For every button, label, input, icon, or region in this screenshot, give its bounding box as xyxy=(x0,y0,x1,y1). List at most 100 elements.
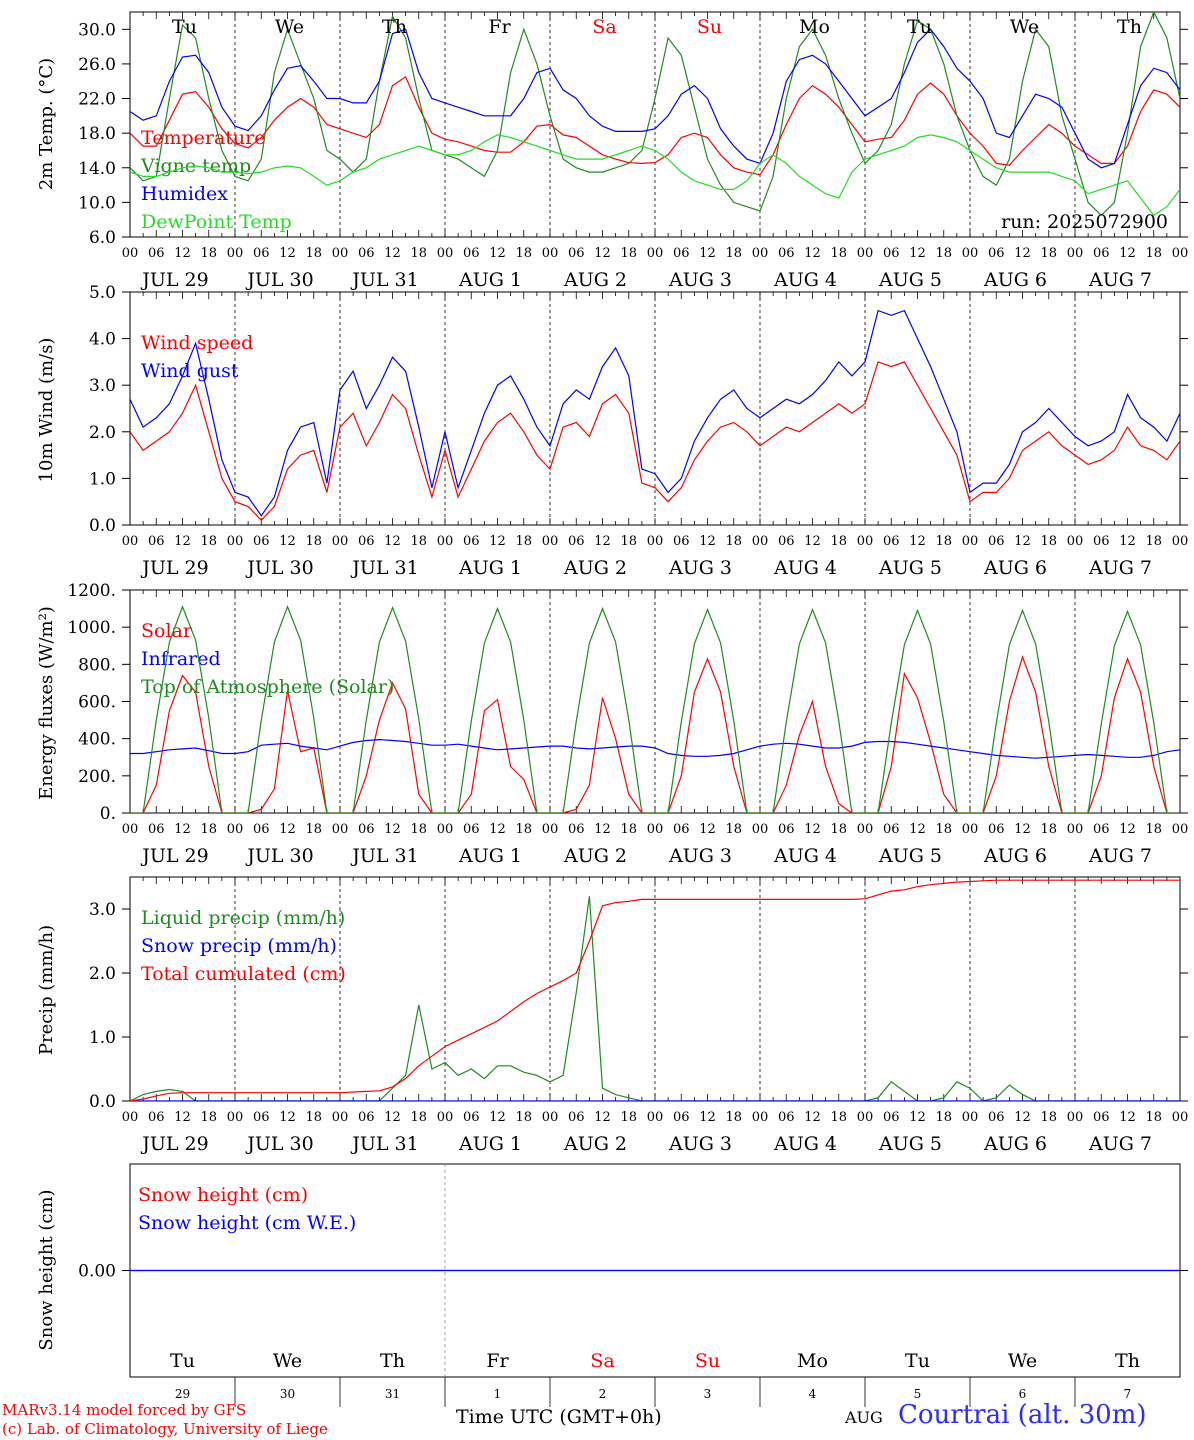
x-tick-label: 00 xyxy=(122,534,139,549)
x-tick-label: 18 xyxy=(200,246,217,261)
x-tick-label: 18 xyxy=(935,534,952,549)
date-label: AUG 5 xyxy=(878,557,942,579)
x-tick-label: 12 xyxy=(384,246,401,261)
x-tick-label: 18 xyxy=(935,822,952,837)
x-tick-label: 06 xyxy=(253,246,270,261)
x-tick-label: 06 xyxy=(1093,1110,1110,1125)
x-tick-label: 12 xyxy=(384,822,401,837)
x-tick-label: 00 xyxy=(1172,534,1189,549)
x-tick-label: 06 xyxy=(568,246,585,261)
y-tick-label: 0. xyxy=(100,804,116,824)
y-tick-label: 400. xyxy=(78,730,116,750)
legend-entry: Infrared xyxy=(141,648,221,670)
x-tick-label: 18 xyxy=(1040,534,1057,549)
x-tick-label: 00 xyxy=(1067,1110,1084,1125)
y-tick-label: 0.0 xyxy=(89,1092,116,1112)
x-tick-label: 12 xyxy=(489,246,506,261)
day-number: 7 xyxy=(1124,1387,1132,1401)
x-tick-label: 12 xyxy=(909,1110,926,1125)
x-tick-label: 06 xyxy=(778,822,795,837)
series-line-vigne-temp xyxy=(130,12,1180,217)
x-tick-label: 18 xyxy=(1145,534,1162,549)
date-label: JUL 30 xyxy=(245,269,313,291)
day-letter: Th xyxy=(382,16,407,38)
x-tick-label: 00 xyxy=(647,534,664,549)
x-tick-label: 12 xyxy=(594,534,611,549)
date-label: AUG 4 xyxy=(773,845,837,867)
y-tick-label: 26.0 xyxy=(78,55,116,75)
x-tick-label: 12 xyxy=(699,246,716,261)
x-tick-label: 18 xyxy=(1145,822,1162,837)
legend-entry: Snow height (cm W.E.) xyxy=(138,1212,356,1234)
y-tick-label: 10.0 xyxy=(78,193,116,213)
date-label: JUL 31 xyxy=(350,269,418,291)
x-tick-label: 00 xyxy=(542,246,559,261)
x-tick-label: 18 xyxy=(725,822,742,837)
y-tick-label: 3.0 xyxy=(89,376,116,396)
x-tick-label: 00 xyxy=(227,246,244,261)
series-line-solar xyxy=(130,654,1180,813)
x-tick-label: 00 xyxy=(647,1110,664,1125)
day-letter: Tu xyxy=(907,16,932,38)
day-letter: Mo xyxy=(799,16,830,38)
x-tick-label: 12 xyxy=(909,534,926,549)
date-label: AUG 2 xyxy=(563,1133,627,1155)
date-label: JUL 30 xyxy=(245,557,313,579)
x-tick-label: 12 xyxy=(489,822,506,837)
legend-entry: Wind speed xyxy=(141,332,253,354)
x-tick-label: 18 xyxy=(305,246,322,261)
x-tick-label: 00 xyxy=(332,822,349,837)
x-tick-label: 18 xyxy=(935,246,952,261)
x-tick-label: 06 xyxy=(148,534,165,549)
x-tick-label: 12 xyxy=(804,534,821,549)
x-tick-label: 00 xyxy=(227,822,244,837)
x-tick-label: 00 xyxy=(647,246,664,261)
x-tick-label: 00 xyxy=(542,1110,559,1125)
legend-entry: Snow height (cm) xyxy=(138,1184,308,1206)
x-tick-label: 12 xyxy=(804,1110,821,1125)
x-tick-label: 06 xyxy=(568,534,585,549)
x-tick-label: 18 xyxy=(620,1110,637,1125)
x-tick-label: 12 xyxy=(1014,246,1031,261)
y-tick-label: 6.0 xyxy=(89,228,116,248)
x-tick-label: 06 xyxy=(673,534,690,549)
x-tick-label: 06 xyxy=(568,1110,585,1125)
y-tick-label: 2.0 xyxy=(89,423,116,443)
x-tick-label: 18 xyxy=(410,822,427,837)
day-letter: Th xyxy=(1115,1350,1140,1372)
x-tick-label: 00 xyxy=(332,534,349,549)
day-number: 2 xyxy=(599,1387,607,1401)
day-number: 5 xyxy=(914,1387,922,1401)
y-tick-label: 600. xyxy=(78,693,116,713)
x-tick-label: 00 xyxy=(1172,246,1189,261)
date-label: JUL 29 xyxy=(140,269,208,291)
day-letter: Su xyxy=(695,1350,720,1372)
date-label: JUL 30 xyxy=(245,1133,313,1155)
x-tick-label: 18 xyxy=(830,534,847,549)
day-number: 6 xyxy=(1019,1387,1027,1401)
day-number: 3 xyxy=(704,1387,712,1401)
x-tick-label: 00 xyxy=(857,246,874,261)
day-letter: Th xyxy=(1117,16,1142,38)
x-tick-label: 18 xyxy=(515,246,532,261)
y-tick-label: 1.0 xyxy=(89,1028,116,1048)
x-tick-label: 12 xyxy=(909,246,926,261)
x-tick-label: 06 xyxy=(673,246,690,261)
x-tick-label: 00 xyxy=(962,246,979,261)
x-tick-label: 06 xyxy=(988,534,1005,549)
y-tick-label: 0.0 xyxy=(89,516,116,536)
station-name: Courtrai (alt. 30m) xyxy=(898,1400,1147,1430)
legend-entry: Humidex xyxy=(141,183,228,205)
date-label: AUG 6 xyxy=(983,1133,1047,1155)
series-line-temperature xyxy=(130,76,1180,176)
model-credit-line2: (c) Lab. of Climatology, University of L… xyxy=(2,1420,328,1438)
x-tick-label: 00 xyxy=(752,822,769,837)
date-label: JUL 30 xyxy=(245,845,313,867)
x-tick-label: 06 xyxy=(358,534,375,549)
day-letter: We xyxy=(273,1350,302,1372)
y-tick-label: 4.0 xyxy=(89,330,116,350)
x-tick-label: 18 xyxy=(725,534,742,549)
day-letter: We xyxy=(275,16,304,38)
x-tick-label: 12 xyxy=(384,534,401,549)
date-label: AUG 7 xyxy=(1088,269,1152,291)
